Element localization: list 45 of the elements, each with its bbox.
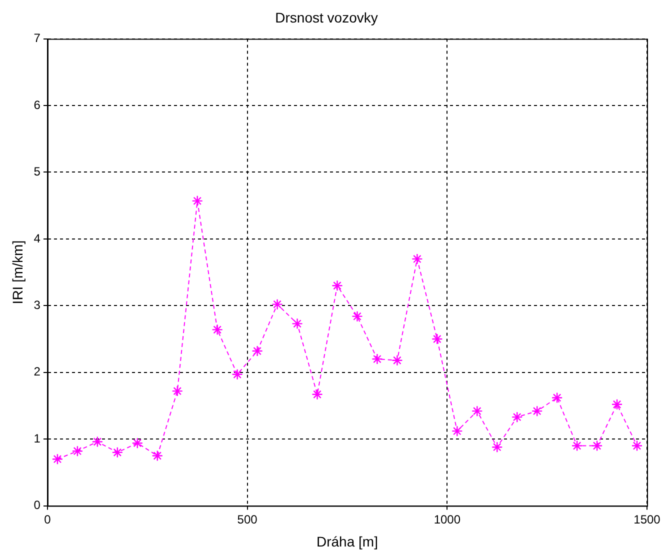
point <box>312 388 323 400</box>
point <box>571 440 583 452</box>
point <box>172 385 183 397</box>
y-tick-label: 1 <box>34 431 41 446</box>
point <box>152 450 163 462</box>
y-tick-label: 2 <box>34 364 41 379</box>
point <box>52 454 64 465</box>
point <box>472 405 483 417</box>
point <box>292 318 303 330</box>
y-tick-label: 4 <box>34 231 41 246</box>
y-tick-label: 3 <box>34 298 41 312</box>
point <box>212 324 223 336</box>
x-tick-label: 1500 <box>634 512 661 526</box>
point <box>611 398 623 410</box>
y-tick-label: 5 <box>34 164 41 179</box>
point <box>92 436 104 448</box>
y-axis-title: IRI [m/km] <box>9 240 26 304</box>
point <box>272 298 283 310</box>
point <box>372 353 383 365</box>
point <box>392 354 403 366</box>
point <box>352 310 363 322</box>
x-axis-title: Dráha [m] <box>316 533 378 550</box>
point <box>452 425 463 437</box>
point <box>432 333 443 345</box>
point <box>412 253 423 265</box>
point <box>512 411 523 423</box>
point <box>492 441 503 453</box>
point <box>192 195 203 207</box>
x-tick-label: 500 <box>237 512 258 526</box>
point <box>132 437 144 449</box>
x-tick-label: 0 <box>44 512 52 526</box>
point <box>232 368 243 380</box>
point <box>252 345 263 357</box>
point <box>72 445 84 457</box>
y-tick-label: 7 <box>34 31 41 46</box>
point <box>112 446 124 458</box>
y-tick-label: 0 <box>34 498 41 512</box>
y-tick-label: 6 <box>34 98 41 112</box>
point <box>591 440 603 452</box>
chart-title: Drsnost vozovky <box>275 9 378 26</box>
x-tick-label: 1000 <box>434 512 461 526</box>
point <box>631 440 643 452</box>
point <box>531 405 543 417</box>
point <box>551 392 563 404</box>
point <box>332 280 343 292</box>
